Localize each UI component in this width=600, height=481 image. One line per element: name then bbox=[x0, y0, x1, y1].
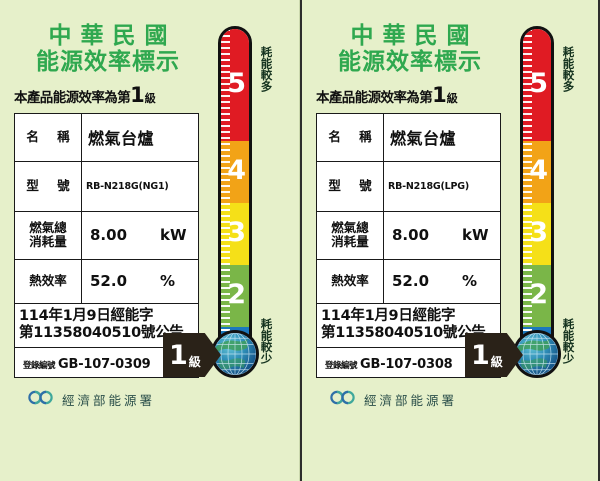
gas-value: 8.00 bbox=[392, 226, 430, 244]
grade-statement-suffix: 級 bbox=[446, 91, 458, 105]
grade-badge-number: 1 bbox=[471, 339, 490, 371]
page-title: 中華民國 能源效率標示 bbox=[14, 23, 202, 76]
title-line-2: 能源效率標示 bbox=[338, 48, 482, 75]
efficiency-thermometer: 54321 bbox=[211, 26, 259, 378]
cell-value-gas: 8.00 kW bbox=[383, 210, 501, 260]
grade-statement: 本產品能源效率為第1級 bbox=[14, 83, 202, 107]
efficiency-thermometer: 54321 bbox=[513, 26, 561, 378]
grade-statement-number: 1 bbox=[130, 82, 145, 107]
grade-badge-unit: 級 bbox=[188, 355, 201, 369]
table-row-model: 型 號 RB-N218G(NG1) bbox=[14, 160, 199, 212]
registration-label: 登錄編號 bbox=[23, 360, 56, 371]
announcement-notice: 114年1月9日經能字 第11358040510號公告 bbox=[316, 303, 501, 348]
title-line-1: 中華民國 bbox=[48, 23, 177, 49]
thermometer-globe-bulb bbox=[513, 330, 561, 378]
agency-footer: 經濟部能源署 bbox=[316, 390, 504, 409]
thermometer-band-number-4: 4 bbox=[227, 155, 246, 186]
grade-statement-prefix: 本產品能源效率為第 bbox=[316, 89, 433, 106]
thermometer-band-3: 3 bbox=[523, 203, 551, 265]
thermometer-label-high: 耗能較多 bbox=[259, 46, 274, 92]
energy-label-panel-lpg: 中華民國 能源效率標示 本產品能源效率為第1級 名 稱 燃氣台爐 型 號 RB-… bbox=[300, 0, 600, 481]
thermometer-band-number-4: 4 bbox=[529, 155, 548, 186]
cell-label-name: 名 稱 bbox=[316, 112, 384, 162]
cell-value-efficiency: 52.0% bbox=[81, 258, 199, 304]
grade-statement-suffix: 級 bbox=[144, 91, 156, 105]
grade-statement-number: 1 bbox=[432, 82, 447, 107]
gas-value: 8.00 bbox=[90, 226, 128, 244]
grade-statement: 本產品能源效率為第1級 bbox=[316, 83, 504, 107]
cell-value-model: RB-N218G(NG1) bbox=[81, 160, 199, 212]
table-row-name: 名 稱 燃氣台爐 bbox=[316, 112, 501, 162]
efficiency-unit: % bbox=[462, 272, 478, 290]
thermometer-band-number-5: 5 bbox=[227, 68, 246, 99]
table-row-gas-consumption: 燃氣總 消耗量 8.00 kW bbox=[316, 210, 501, 260]
table-row-name: 名 稱 燃氣台爐 bbox=[14, 112, 199, 162]
cell-label-name: 名 稱 bbox=[14, 112, 82, 162]
efficiency-unit: % bbox=[160, 272, 176, 290]
spec-table: 名 稱 燃氣台爐 型 號 RB-N218G(LPG) 燃氣總 消耗量 8.00 kW bbox=[316, 112, 501, 304]
registration-value: GB-107-0309 bbox=[58, 356, 151, 372]
thermometer-tube: 54321 bbox=[520, 26, 554, 360]
cell-value-efficiency: 52.0% bbox=[383, 258, 501, 304]
spec-table: 名 稱 燃氣台爐 型 號 RB-N218G(NG1) 燃氣總 消耗量 8.00 kW bbox=[14, 112, 199, 304]
thermometer-band-number-2: 2 bbox=[529, 279, 548, 310]
gas-unit: kW bbox=[462, 226, 489, 244]
label-content-column: 中華民國 能源效率標示 本產品能源效率為第1級 名 稱 燃氣台爐 型 號 RB-… bbox=[316, 23, 504, 409]
cell-label-gas: 燃氣總 消耗量 bbox=[14, 210, 82, 260]
energy-label-panel-ng1: 中華民國 能源效率標示 本產品能源效率為第1級 名 稱 燃氣台爐 型 號 RB-… bbox=[14, 0, 300, 481]
thermometer-band-number-2: 2 bbox=[227, 279, 246, 310]
thermometer-band-number-5: 5 bbox=[529, 68, 548, 99]
agency-name: 經濟部能源署 bbox=[364, 392, 458, 408]
thermometer-label-high: 耗能較多 bbox=[561, 46, 576, 92]
grade-statement-prefix: 本產品能源效率為第 bbox=[14, 89, 131, 106]
earth-globe-icon bbox=[214, 333, 256, 375]
efficiency-value: 52.0 bbox=[392, 272, 430, 290]
efficiency-value: 52.0 bbox=[90, 272, 128, 290]
grade-badge-number: 1 bbox=[169, 339, 188, 371]
gas-unit: kW bbox=[160, 226, 187, 244]
thermometer-label-low: 耗能較少 bbox=[259, 318, 274, 364]
table-row-model: 型 號 RB-N218G(LPG) bbox=[316, 160, 501, 212]
thermometer-band-number-3: 3 bbox=[529, 217, 548, 248]
table-row-efficiency: 熱效率 52.0% bbox=[14, 258, 199, 304]
agency-name: 經濟部能源署 bbox=[62, 392, 156, 408]
cell-label-gas: 燃氣總 消耗量 bbox=[316, 210, 384, 260]
title-line-2: 能源效率標示 bbox=[36, 48, 180, 75]
page-title: 中華民國 能源效率標示 bbox=[316, 23, 504, 76]
cell-value-model: RB-N218G(LPG) bbox=[383, 160, 501, 212]
table-row-efficiency: 熱效率 52.0% bbox=[316, 258, 501, 304]
label-content-column: 中華民國 能源效率標示 本產品能源效率為第1級 名 稱 燃氣台爐 型 號 RB-… bbox=[14, 23, 202, 409]
cell-label-efficiency: 熱效率 bbox=[316, 258, 384, 304]
announcement-notice: 114年1月9日經能字 第11358040510號公告 bbox=[14, 303, 199, 348]
notice-line-2: 第11358040510號公告 bbox=[19, 325, 184, 342]
grade-badge-unit: 級 bbox=[490, 355, 503, 369]
thermometer-scale-ticks bbox=[523, 29, 532, 357]
notice-line-2: 第11358040510號公告 bbox=[321, 325, 486, 342]
thermometer-scale-ticks bbox=[221, 29, 230, 357]
notice-line-1: 114年1月9日經能字 bbox=[19, 307, 154, 324]
thermometer-label-low: 耗能較少 bbox=[561, 318, 576, 364]
title-line-1: 中華民國 bbox=[350, 23, 479, 49]
cell-value-name: 燃氣台爐 bbox=[383, 112, 501, 162]
cell-value-gas: 8.00 kW bbox=[81, 210, 199, 260]
table-row-gas-consumption: 燃氣總 消耗量 8.00 kW bbox=[14, 210, 199, 260]
thermometer-band-3: 3 bbox=[221, 203, 249, 265]
notice-line-1: 114年1月9日經能字 bbox=[321, 307, 456, 324]
cell-value-name: 燃氣台爐 bbox=[81, 112, 199, 162]
thermometer-band-number-3: 3 bbox=[227, 217, 246, 248]
cell-label-model: 型 號 bbox=[316, 160, 384, 212]
thermometer-band-2: 2 bbox=[221, 265, 249, 327]
energy-bureau-logo-icon bbox=[330, 390, 356, 409]
energy-bureau-logo-icon bbox=[28, 390, 54, 409]
registration-value: GB-107-0308 bbox=[360, 356, 453, 372]
cell-label-efficiency: 熱效率 bbox=[14, 258, 82, 304]
earth-globe-icon bbox=[516, 333, 558, 375]
registration-label: 登錄編號 bbox=[325, 360, 358, 371]
thermometer-tube: 54321 bbox=[218, 26, 252, 360]
agency-footer: 經濟部能源署 bbox=[14, 390, 202, 409]
cell-label-model: 型 號 bbox=[14, 160, 82, 212]
